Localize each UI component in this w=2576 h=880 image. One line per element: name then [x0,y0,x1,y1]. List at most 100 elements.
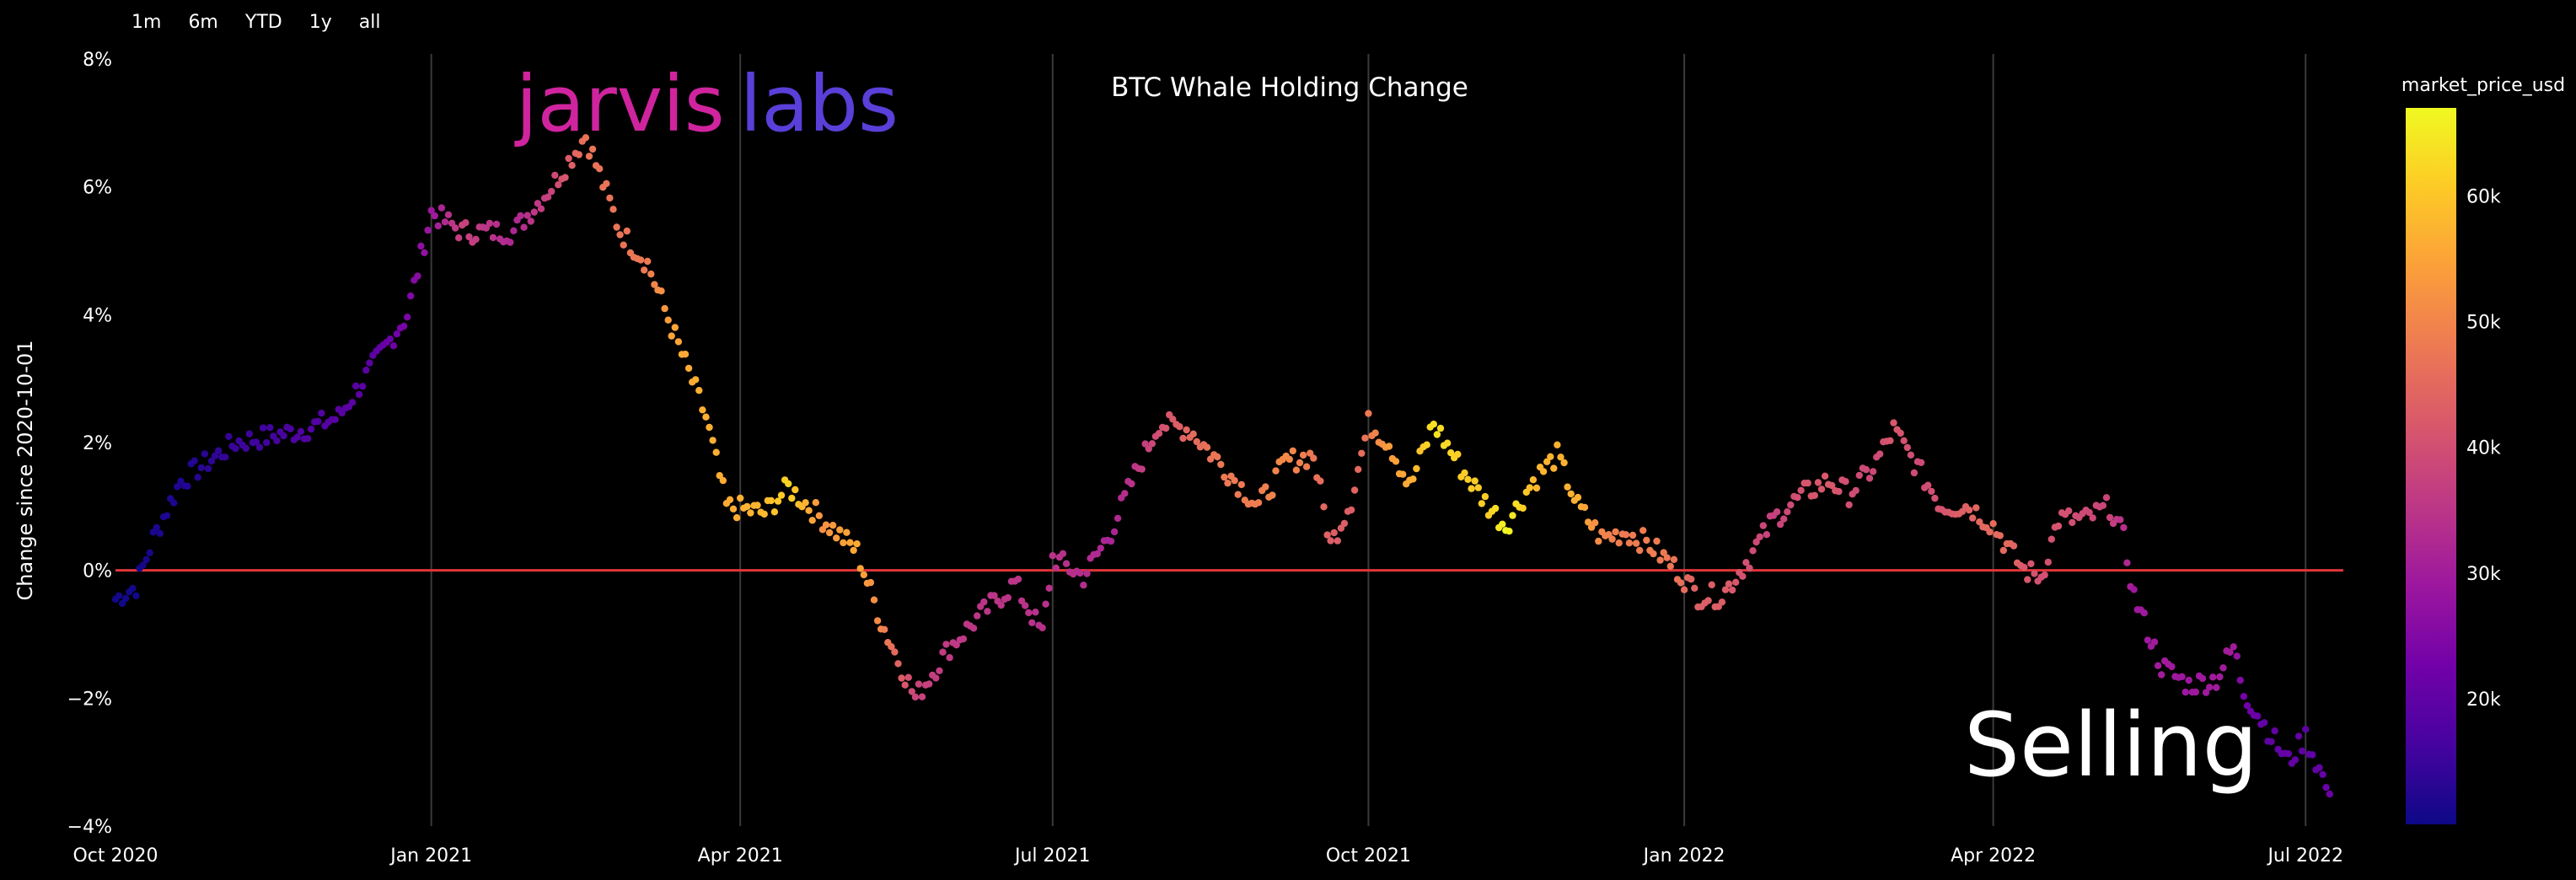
data-point [2309,751,2316,759]
data-point [840,539,847,547]
data-point [1539,468,1548,475]
data-point [245,430,253,437]
data-point [1355,465,1362,474]
data-point [657,287,665,295]
data-point [702,413,710,421]
data-point [191,457,198,464]
data-point [551,171,559,180]
data-point [338,409,346,417]
data-point [146,549,153,556]
data-point [2294,732,2303,740]
data-point [297,427,305,436]
y-tick-label: −4% [67,817,112,838]
data-point [980,598,988,606]
data-point [404,314,411,321]
data-point [785,480,792,488]
data-point [926,680,933,688]
data-point [1155,430,1163,437]
data-point [1358,449,1366,457]
data-point [2144,636,2152,644]
data-point [1739,572,1747,580]
data-point [1110,528,1119,536]
range-button-ytd[interactable]: YTD [244,12,282,33]
data-point [1643,536,1650,545]
data-point [2185,676,2192,684]
range-button-1y[interactable]: 1y [309,12,332,33]
y-tick-label: −2% [67,689,112,710]
data-point [812,499,819,507]
data-point [1272,467,1280,475]
data-point [1334,537,1342,545]
jarvis-labs-logo: jarvis labs [514,59,899,149]
data-point [1742,559,1750,566]
data-point [1529,476,1538,484]
data-point [1474,484,1483,491]
data-point [318,410,325,417]
data-point [636,256,645,264]
data-point [417,242,425,250]
data-point [2150,638,2159,646]
logo-labs: labs [740,59,899,149]
data-point [1162,424,1170,432]
data-point [644,257,652,266]
x-tick-label: Oct 2021 [1326,845,1411,867]
data-point [2158,671,2165,679]
data-point [1093,550,1101,558]
data-point [2198,674,2207,683]
data-point [1632,539,1640,547]
data-point [352,382,360,390]
data-point [287,425,294,432]
data-point [1996,532,2004,539]
data-point [1670,555,1678,563]
data-point [1231,476,1238,485]
data-point [915,680,923,688]
data-point [777,491,786,499]
data-point [699,406,706,414]
data-point [726,496,734,503]
y-tick-label: 4% [83,305,112,326]
data-point [1999,546,2007,555]
data-point [1718,598,1726,606]
data-point [462,219,470,227]
data-point [122,594,130,603]
data-point [1317,477,1324,485]
data-point [1436,424,1445,432]
x-axis: Oct 2020 Jan 2021 Apr 2021 Jul 2021 Oct 2021… [72,845,2343,867]
data-point [2047,535,2055,543]
data-point [997,601,1005,609]
data-point [1828,481,1836,490]
data-point [2099,502,2107,509]
range-button-all[interactable]: all [358,12,381,33]
data-point [918,693,926,700]
data-point [2202,689,2210,696]
range-button-6m[interactable]: 6m [188,12,218,33]
data-point [1794,494,1801,502]
data-point [1340,519,1349,528]
data-point [252,438,260,446]
data-point [2322,784,2330,791]
data-point [695,387,703,394]
data-point [1876,450,1884,458]
data-point [588,145,597,153]
data-point [1749,547,1757,555]
data-point [1862,465,1870,474]
data-point [1931,494,1939,502]
data-point [870,596,878,604]
data-point [651,281,658,288]
data-point [1890,419,1897,427]
data-point [946,654,953,662]
data-point [1663,554,1671,561]
data-point [770,508,779,516]
data-point [184,482,191,490]
data-point [850,546,857,555]
data-point [1076,569,1084,577]
data-point [1897,429,1904,437]
data-point [2024,576,2031,583]
data-point [2236,676,2244,684]
data-point [153,523,161,532]
data-point [1121,490,1129,497]
data-point [2192,688,2200,696]
data-point [232,444,239,453]
range-button-1m[interactable]: 1m [131,12,162,33]
